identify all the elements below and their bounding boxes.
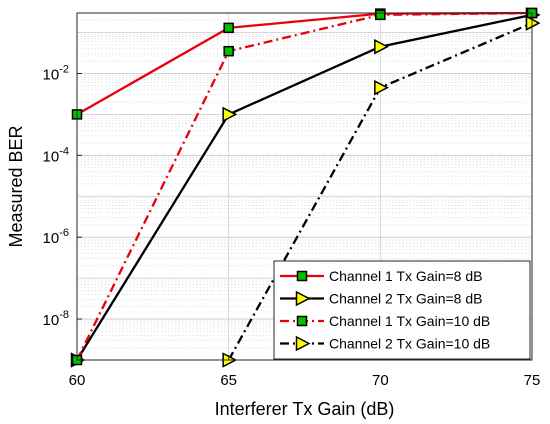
plot-frame [76,12,533,361]
x-tick-label: 75 [524,372,541,389]
series-1-point [223,22,234,34]
series-line-2 [76,13,533,361]
y-tick-label: 10-4 [43,145,69,165]
x-tick-labels: 60 65 70 75 [69,355,541,389]
y-axis-title: Measured BER [6,125,26,247]
legend-marker [296,315,308,327]
series-2-point [222,106,238,123]
legend-label: Channel 2 Tx Gain=10 dB [329,336,490,352]
y-tick-label: 10-6 [43,227,69,247]
series-line-3 [75,11,533,361]
legend-label: Channel 2 Tx Gain=8 dB [329,291,482,307]
legend-marker [296,270,308,282]
series-2-point [374,38,389,55]
y-tick-label: 10-8 [43,309,69,329]
legend-marker [295,290,311,307]
legend-label: Channel 1 Tx Gain=8 dB [329,268,482,284]
series-3-point [375,9,386,21]
y-tick-label: 10-2 [43,63,69,83]
legend-label: Channel 1 Tx Gain=10 dB [329,313,490,329]
x-tick-label: 60 [69,372,86,389]
legend: Channel 1 Tx Gain=8 dB Channel 2 Tx Gain=… [273,260,531,360]
series-4-point [525,15,541,31]
x-tick-label: 65 [220,372,237,389]
x-tick-label: 70 [372,372,389,389]
series-3-point [223,45,234,57]
y-tick-labels: 10-8 10-6 10-4 10-2 [43,63,82,329]
legend-marker [295,335,311,352]
legend-box [273,260,531,360]
series-4-point [374,79,389,96]
x-axis-title: Interferer Tx Gain (dB) [215,399,395,419]
